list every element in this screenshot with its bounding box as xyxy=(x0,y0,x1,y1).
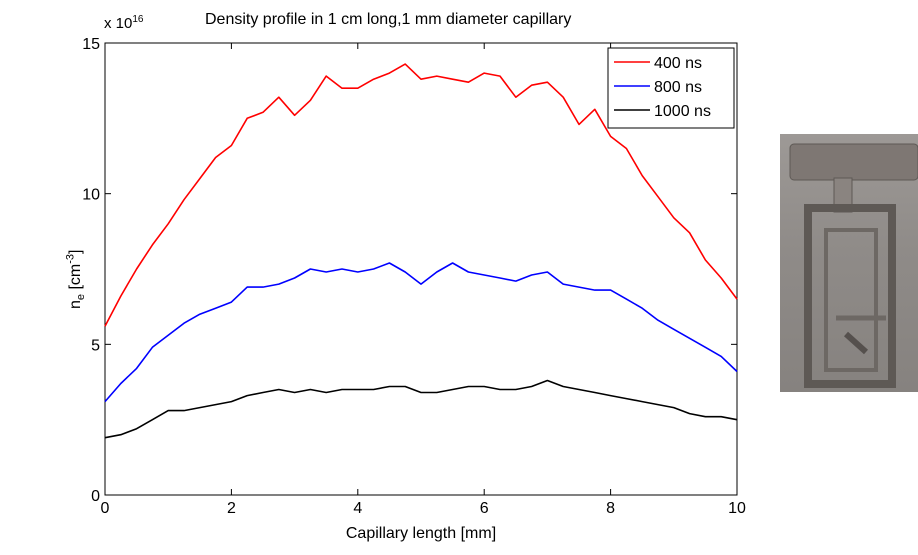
x-tick-label: 0 xyxy=(101,500,110,517)
y-label-main: n xyxy=(66,300,84,309)
capillary-holder-drawing xyxy=(789,143,918,388)
capillary-holder-photo xyxy=(780,134,918,392)
x-tick-label: 10 xyxy=(728,500,746,517)
y-tick-label: 10 xyxy=(82,187,100,204)
series-line-800-ns xyxy=(104,262,738,403)
x-tick-label: 6 xyxy=(480,500,489,517)
y-multiplier-exponent: 16 xyxy=(132,14,144,25)
x-axis-label: Capillary length [mm] xyxy=(345,525,497,542)
x-tick-label: 4 xyxy=(353,500,362,517)
y-tick-label: 5 xyxy=(91,337,100,354)
y-label-sub: e xyxy=(75,293,87,301)
chart-title: Density profile in 1 cm long,1 mm diamet… xyxy=(205,11,572,28)
legend-label: 800 ns xyxy=(654,79,702,96)
y-label-close: ] xyxy=(66,249,84,254)
y-multiplier-base: x 10 xyxy=(104,15,133,32)
axis-ticks: 0 2 4 6 8 10 0 5 10 15 xyxy=(82,36,746,517)
legend-label: 400 ns xyxy=(654,55,702,72)
series-line-400-ns xyxy=(104,63,738,327)
x-tick-label: 8 xyxy=(606,500,615,517)
series-lines xyxy=(104,63,738,439)
y-axis-multiplier: x 1016 xyxy=(104,14,143,32)
y-tick-label: 0 xyxy=(91,488,100,505)
y-label-unit: [cm xyxy=(66,263,84,294)
y-tick-label: 15 xyxy=(82,36,100,53)
y-axis-label: ne [cm-3] xyxy=(64,250,87,309)
series-line-1000-ns xyxy=(104,379,738,439)
legend: 400 ns 800 ns 1000 ns xyxy=(607,47,735,129)
y-label-unit-exp: -3 xyxy=(64,253,77,264)
x-tick-label: 2 xyxy=(227,500,236,517)
legend-label: 1000 ns xyxy=(654,103,711,120)
